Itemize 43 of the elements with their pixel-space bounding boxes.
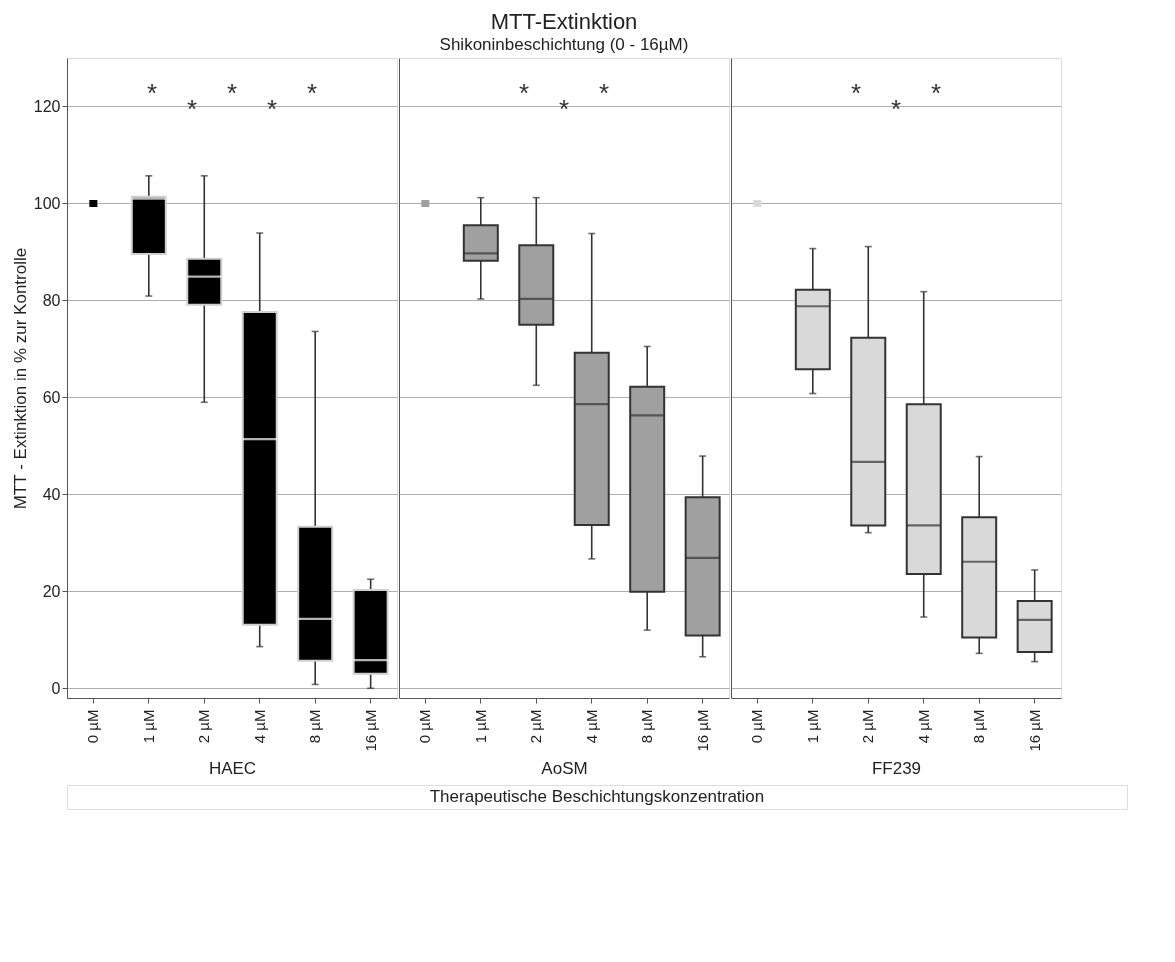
x-tick-label: 0 µM — [748, 709, 766, 744]
annotation: * — [186, 94, 198, 124]
y-tick-label: 80 — [42, 291, 61, 309]
x-tick-label: 4 µM — [250, 709, 268, 744]
x-axis-title: AoSM — [541, 759, 588, 779]
annotation: * — [558, 94, 570, 124]
x-tick-label: 8 µM — [638, 709, 656, 744]
x-tick-label: 2 µM — [195, 709, 213, 744]
x-tick-label: 2 µM — [859, 709, 877, 744]
y-tick-label: 0 — [51, 679, 61, 697]
x-tick-label: 16 µM — [693, 709, 711, 752]
annotation: * — [518, 78, 530, 108]
y-tick-label: 120 — [33, 97, 61, 115]
x-tick-label: 8 µM — [306, 709, 324, 744]
x-tick-label: 1 µM — [471, 709, 489, 744]
annotation: * — [306, 78, 318, 108]
chart-title: MTT-Extinktion — [490, 9, 638, 34]
annotation: * — [146, 78, 158, 108]
x-tick-label: 1 µM — [139, 709, 157, 744]
y-tick-label: 100 — [33, 194, 61, 212]
annotation: * — [598, 78, 610, 108]
chart-subtitle: Shikoninbeschichtung (0 - 16µM) — [439, 35, 689, 54]
x-tick-label: 16 µM — [1025, 709, 1043, 752]
x-tick-label: 4 µM — [582, 709, 600, 744]
x-tick-label: 0 µM — [84, 709, 102, 744]
x-tick-label: 1 µM — [803, 709, 821, 744]
y-axis-title: MTT - Extinktion in % zur Kontrolle — [10, 247, 30, 510]
annotation: * — [930, 78, 942, 108]
x-tick-label: 2 µM — [527, 709, 545, 744]
annotation: * — [266, 94, 278, 124]
y-tick-label: 40 — [42, 485, 61, 503]
text: Therapeutische Beschichtungskonzentration — [429, 787, 765, 806]
annotation: * — [850, 78, 862, 108]
annotation: * — [890, 94, 902, 124]
x-tick-label: 8 µM — [970, 709, 988, 744]
x-tick-label: 4 µM — [914, 709, 932, 744]
x-axis-title: FF239 — [871, 759, 922, 779]
annotation: * — [226, 78, 238, 108]
x-tick-label: 0 µM — [416, 709, 434, 744]
y-tick-label: 60 — [42, 388, 61, 406]
x-axis-title: HAEC — [208, 759, 257, 779]
x-tick-label: 16 µM — [361, 709, 379, 752]
y-tick-label: 20 — [42, 582, 61, 600]
